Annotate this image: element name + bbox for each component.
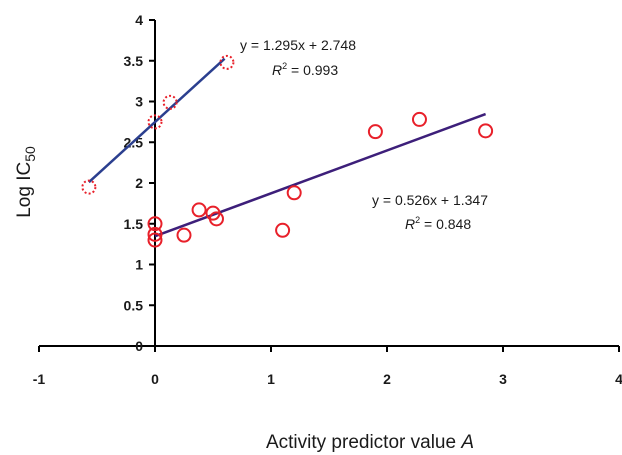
x-axis-title-variable: A — [460, 432, 474, 453]
fit-label-2: y = 0.526x + 1.347 R2 = 0.848 — [372, 192, 488, 232]
data-point-series-2 — [275, 222, 291, 238]
fit-line-1 — [88, 57, 226, 184]
y-tick-label: 1 — [135, 257, 143, 273]
data-point-series-2 — [191, 202, 207, 218]
x-axis-title-text: Activity predictor value — [266, 432, 461, 453]
data-point-series-1 — [162, 94, 178, 110]
fit-equation-1: y = 1.295x + 2.748 — [240, 37, 356, 53]
x-tick-label: 3 — [499, 371, 507, 387]
fit-r2-1: R2 = 0.993 — [272, 61, 338, 78]
y-tick-label: 0.5 — [124, 297, 144, 313]
x-tick-label: 4 — [615, 371, 622, 387]
x-tick-label: 0 — [151, 371, 159, 387]
data-point-series-1 — [81, 179, 97, 195]
y-tick-label: 1.5 — [124, 216, 144, 232]
x-tick-label: -1 — [33, 371, 46, 387]
fit-r2-2: R2 = 0.848 — [405, 215, 471, 232]
y-tick-label: 2 — [135, 175, 143, 191]
data-point-series-2 — [147, 216, 163, 232]
y-tick-label: 3.5 — [124, 53, 144, 69]
data-point-series-2 — [176, 227, 192, 243]
x-axis-title: Activity predictor value A — [266, 432, 474, 453]
y-axis-title: Log IC50 — [14, 146, 38, 218]
data-point-series-1 — [147, 114, 163, 130]
y-tick-label: 3 — [135, 94, 143, 110]
fit-equation-2: y = 0.526x + 1.347 — [372, 192, 488, 208]
y-tick-label: 4 — [135, 12, 143, 28]
y-tick-label: 0 — [135, 338, 143, 354]
data-point-series-2 — [367, 124, 383, 140]
y-axis-title-text: Log IC — [14, 162, 35, 218]
data-point-series-1 — [219, 54, 235, 70]
data-point-series-2 — [286, 185, 302, 201]
x-tick-label: 2 — [383, 371, 391, 387]
fit-label-1: y = 1.295x + 2.748 R2 = 0.993 — [240, 37, 356, 78]
data-point-series-2 — [147, 226, 163, 242]
y-axis-title-subscript: 50 — [22, 146, 38, 162]
data-point-series-2 — [147, 232, 163, 248]
data-point-series-2 — [411, 111, 427, 127]
x-tick-label: 1 — [267, 371, 275, 387]
data-point-series-2 — [208, 211, 224, 227]
data-point-series-2 — [478, 123, 494, 139]
